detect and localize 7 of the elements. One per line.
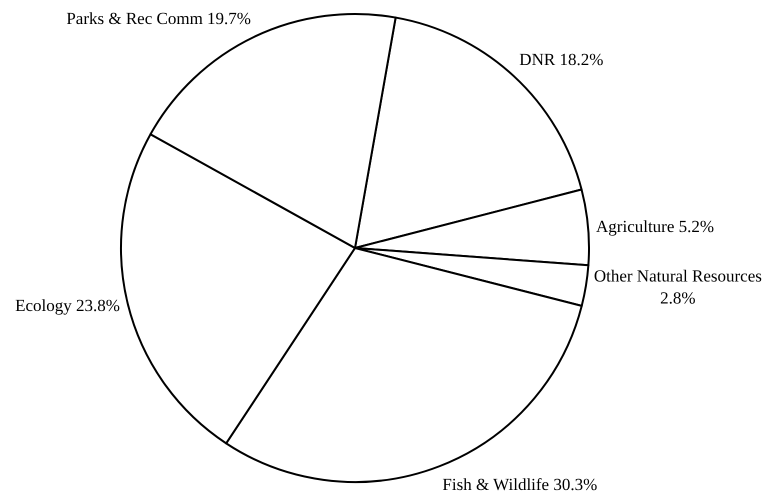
slice-label: DNR 18.2%	[519, 50, 604, 69]
data-label: 2.8%	[660, 288, 696, 308]
slice-label: Fish & Wildlife 30.3%	[442, 475, 598, 494]
slice-label: Ecology 23.8%	[15, 296, 120, 316]
slice-label: Agriculture 5.2%	[596, 216, 714, 236]
slice-label: Parks & Rec Comm 19.7%	[66, 9, 251, 28]
slice-label: Other Natural Resources	[594, 266, 762, 286]
